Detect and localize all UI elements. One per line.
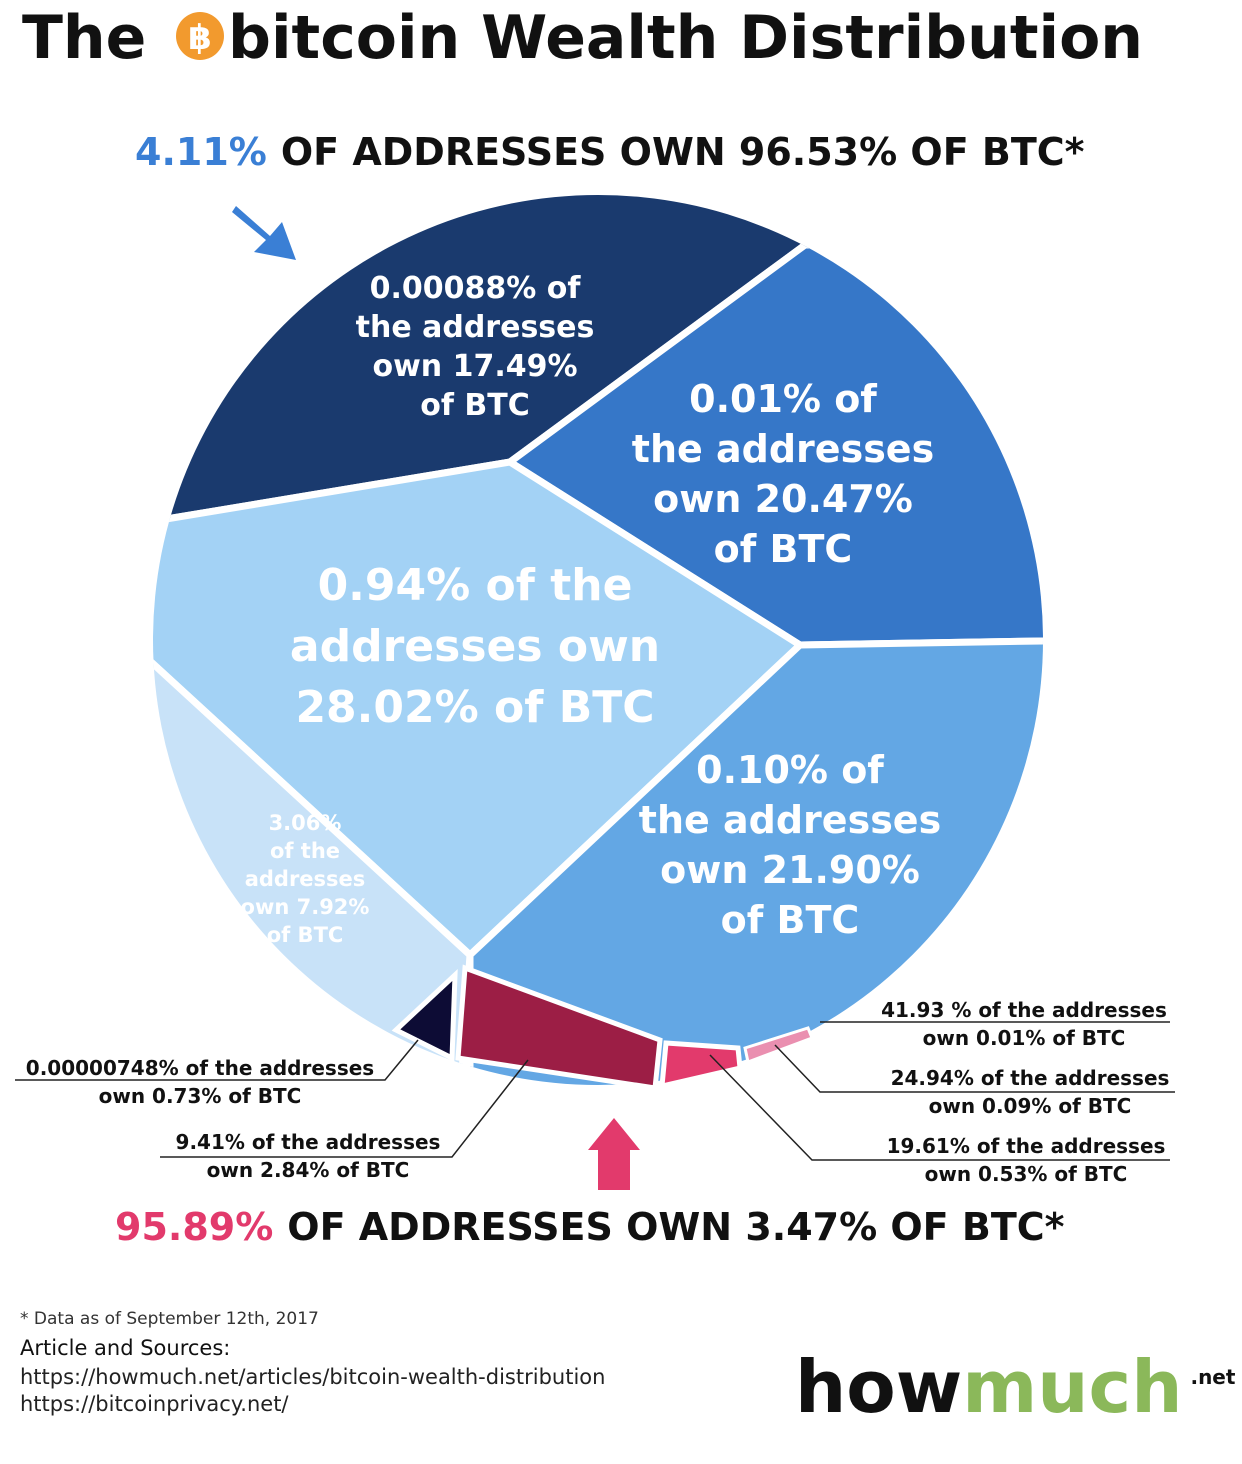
title-prefix: The bbox=[22, 3, 146, 73]
segment-label: own 20.47% bbox=[653, 477, 913, 521]
leader-line bbox=[160, 1059, 529, 1158]
callout-label: own 0.73% of BTC bbox=[99, 1084, 302, 1108]
footnote: * Data as of September 12th, 2017 bbox=[20, 1309, 319, 1329]
segment-label: 28.02% of BTC bbox=[295, 682, 654, 733]
segment-label: the addresses bbox=[356, 310, 595, 345]
segment-label: of BTC bbox=[420, 388, 529, 423]
arrow-down bbox=[232, 206, 296, 260]
source-link: https://howmuch.net/articles/bitcoin-wea… bbox=[20, 1365, 605, 1389]
headline-text: OF ADDRESSES OWN 3.47% OF BTC* bbox=[287, 1205, 1064, 1249]
logo-main: how bbox=[795, 1345, 962, 1429]
callout-label: 0.00000748% of the addresses bbox=[26, 1056, 374, 1080]
callouts: 41.93 % of the addresses own 0.01% of BTC… bbox=[26, 998, 1170, 1186]
headline-text: OF ADDRESSES OWN 96.53% OF BTC* bbox=[281, 130, 1085, 174]
segment-label: 0.00088% of bbox=[370, 271, 582, 306]
bitcoin-icon bbox=[176, 12, 224, 60]
segment-label: own 7.92% bbox=[241, 895, 370, 919]
headline-highlight: 4.11% bbox=[135, 130, 267, 174]
leader-lines bbox=[15, 1021, 1175, 1161]
title-rest: bitcoin Wealth Distribution bbox=[228, 3, 1143, 73]
source-link: https://bitcoinprivacy.net/ bbox=[20, 1392, 289, 1416]
arrow-up bbox=[588, 1118, 640, 1190]
logo-suffix: .net bbox=[1190, 1365, 1235, 1389]
leader-line bbox=[774, 1044, 1175, 1093]
segment-label: 3.06% bbox=[269, 811, 342, 835]
segment-label: 0.01% of bbox=[689, 377, 877, 421]
callout-label: own 0.09% of BTC bbox=[929, 1094, 1132, 1118]
callout-label: own 2.84% of BTC bbox=[207, 1158, 410, 1182]
callout-label: 9.41% of the addresses bbox=[176, 1130, 441, 1154]
segment-label: of the bbox=[270, 839, 340, 863]
segment-label: own 21.90% bbox=[660, 848, 920, 892]
segment-label: the addresses bbox=[639, 798, 941, 842]
segment-labels: 0.00088% of the addresses own 17.49% of BTC… bbox=[241, 271, 942, 947]
sources-heading: Article and Sources: bbox=[20, 1336, 230, 1360]
segment-maroon bbox=[455, 964, 663, 1091]
segment-pink bbox=[659, 1040, 743, 1090]
segment-label: 0.94% of the bbox=[318, 560, 633, 611]
bitcoin-icon-glyph: ฿ bbox=[188, 18, 212, 58]
segment-label: addresses bbox=[245, 867, 366, 891]
segment-label: addresses own bbox=[290, 621, 660, 672]
segment-label: of BTC bbox=[267, 923, 344, 947]
leader-line bbox=[709, 1054, 1170, 1161]
segment-black bbox=[391, 969, 458, 1062]
segment-label: the addresses bbox=[632, 427, 934, 471]
segment-label: own 17.49% bbox=[372, 349, 577, 384]
headline-bottom: 95.89% OF ADDRESSES OWN 3.47% OF BTC* bbox=[115, 1205, 1065, 1249]
segment-label: 0.10% of bbox=[696, 748, 884, 792]
headline-highlight: 95.89% bbox=[115, 1205, 273, 1249]
callout-label: 41.93 % of the addresses bbox=[881, 998, 1167, 1022]
callout-label: 19.61% of the addresses bbox=[887, 1134, 1166, 1158]
leader-line bbox=[15, 1039, 419, 1081]
segment-light-pink bbox=[743, 1026, 814, 1065]
callout-label: own 0.53% of BTC bbox=[925, 1162, 1128, 1186]
segment-label: of BTC bbox=[721, 898, 860, 942]
segment-label: of BTC bbox=[714, 527, 853, 571]
callout-label: own 0.01% of BTC bbox=[923, 1026, 1126, 1050]
headline-top: 4.11% OF ADDRESSES OWN 96.53% OF BTC* bbox=[135, 130, 1085, 174]
logo: howmuch .net bbox=[795, 1345, 1236, 1429]
logo-accent: much bbox=[962, 1345, 1182, 1429]
callout-label: 24.94% of the addresses bbox=[891, 1066, 1170, 1090]
